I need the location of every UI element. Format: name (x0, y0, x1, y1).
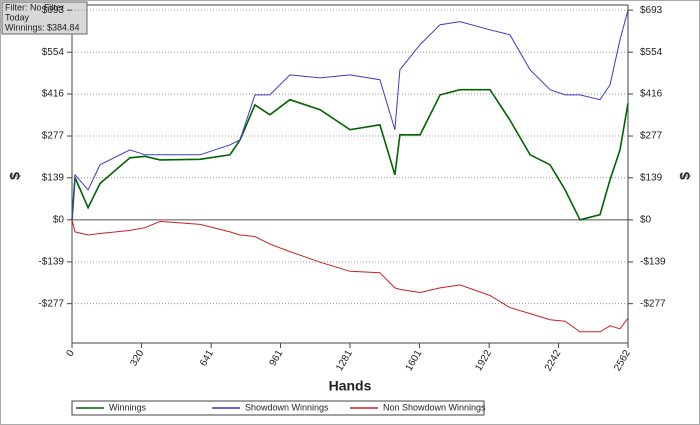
series-line (71, 9, 629, 220)
x-axis-title: Hands (329, 378, 372, 394)
y2-tick-label: $693 (640, 5, 663, 16)
y-tick-label: -$277 (38, 298, 64, 309)
y2-tick-label: $554 (640, 47, 663, 58)
info-text: Winnings: $384.84 (5, 22, 80, 32)
y2-tick-label: $139 (640, 172, 663, 183)
legend-label: Winnings (109, 402, 147, 412)
series-line (71, 219, 629, 333)
y2-axis-title: $ (677, 172, 693, 180)
y2-tick-label: $277 (640, 131, 663, 142)
y-tick-label: -$139 (38, 257, 64, 268)
y-tick-label: $554 (42, 47, 65, 58)
info-box (1, 1, 88, 35)
info-text: Filter: No Filter (5, 2, 64, 12)
legend-label: Non Showdown Winnings (383, 402, 486, 412)
y-tick-label: $693 (42, 5, 65, 16)
y-tick-label: $0 (53, 214, 65, 225)
y-tick-label: $416 (42, 89, 65, 100)
series-line (71, 88, 629, 221)
y2-tick-label: $416 (640, 89, 663, 100)
y2-tick-label: -$277 (640, 298, 666, 309)
plot-area (71, 4, 629, 344)
info-text: Today (5, 12, 30, 22)
x-tick-label: 0 (65, 348, 78, 359)
y-axis-title: $ (7, 172, 23, 180)
legend-box (71, 400, 485, 416)
legend-label: Showdown Winnings (245, 402, 329, 412)
y-tick-label: $277 (42, 131, 65, 142)
y2-tick-label: $0 (640, 214, 652, 225)
y2-tick-label: -$139 (640, 257, 666, 268)
y-tick-label: $139 (42, 172, 65, 183)
